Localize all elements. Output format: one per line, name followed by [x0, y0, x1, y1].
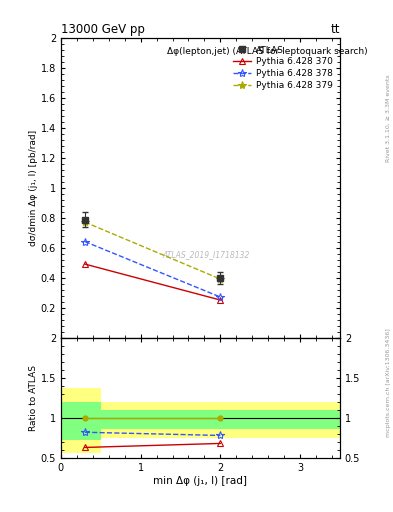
Text: tt: tt	[331, 23, 340, 36]
Text: mcplots.cern.ch [arXiv:1306.3436]: mcplots.cern.ch [arXiv:1306.3436]	[386, 328, 391, 437]
Text: ATLAS_2019_I1718132: ATLAS_2019_I1718132	[162, 250, 250, 259]
Y-axis label: Ratio to ATLAS: Ratio to ATLAS	[29, 365, 38, 431]
Y-axis label: dσ/dmin Δφ (j₁, l) [pb/rad]: dσ/dmin Δφ (j₁, l) [pb/rad]	[29, 130, 38, 246]
X-axis label: min Δφ (j₁, l) [rad]: min Δφ (j₁, l) [rad]	[153, 476, 248, 486]
Text: 13000 GeV pp: 13000 GeV pp	[61, 23, 145, 36]
Text: Δφ(lepton,jet) (ATLAS for leptoquark search): Δφ(lepton,jet) (ATLAS for leptoquark sea…	[167, 48, 367, 56]
Legend: ATLAS, Pythia 6.428 370, Pythia 6.428 378, Pythia 6.428 379: ATLAS, Pythia 6.428 370, Pythia 6.428 37…	[231, 43, 336, 93]
Text: Rivet 3.1.10, ≥ 3.3M events: Rivet 3.1.10, ≥ 3.3M events	[386, 74, 391, 162]
